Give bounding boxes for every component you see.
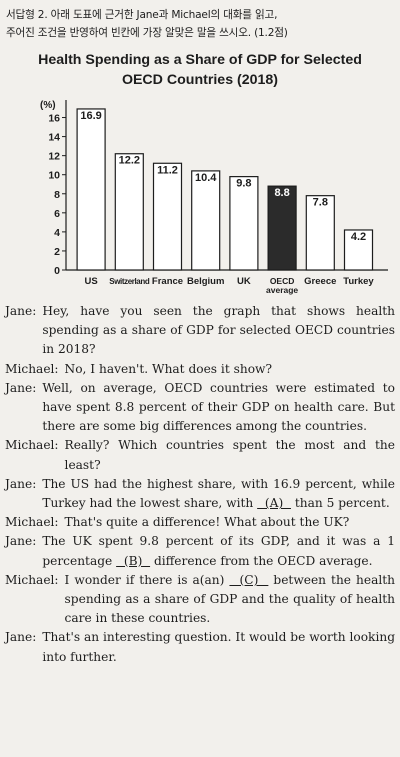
y-tick-label: 6 xyxy=(54,208,60,220)
dialogue-turn: Jane: Well, on average, OECD countries we… xyxy=(5,379,395,437)
speech-text: Really? Which countries spent the most a… xyxy=(65,436,395,474)
bar-switzerland xyxy=(114,153,144,271)
chart-title: Health Spending as a Share of GDP for Se… xyxy=(0,50,400,90)
answer-blank: (B) xyxy=(116,553,151,568)
x-tick-label: UK xyxy=(237,276,251,287)
data-label: 12.2 xyxy=(119,155,140,167)
x-tick-label: Greece xyxy=(304,276,336,287)
y-tick-label: 0 xyxy=(54,265,60,277)
answer-blank: (A) xyxy=(257,496,291,511)
speaker-name: Jane: xyxy=(5,534,37,549)
answer-blank: (C) xyxy=(229,572,269,587)
speech-text-part: The UK spent 9.8 percent of its GDP, and… xyxy=(42,534,395,568)
speech-text-part: That's an interesting question. It would… xyxy=(42,630,395,664)
dialogue-turn: Jane: Hey, have you seen the graph that s… xyxy=(5,302,395,360)
bar-chart: (%) 0 2 4 6 8 10 12 14 16 16.9 US 12.2 Switzerland 11.… xyxy=(40,100,388,295)
x-tick-label: Turkey xyxy=(343,276,374,287)
speech-text-part: Well, on average, OECD countries were es… xyxy=(42,380,395,434)
y-axis-label: (%) xyxy=(40,100,56,111)
speech-text: That's an interesting question. It would… xyxy=(42,628,395,666)
bar-belgium xyxy=(191,170,221,271)
instruction-line-2: 주어진 조건을 반영하여 빈칸에 가장 알맞은 말을 쓰시오. (1.2점) xyxy=(6,27,288,39)
data-label: 7.8 xyxy=(313,197,328,209)
speaker-name: Michael: xyxy=(5,361,59,376)
bar-us xyxy=(76,108,106,271)
speech-text-part: The US had the highest share, with 16.9 … xyxy=(42,476,395,511)
speech-text: That's quite a difference! What about th… xyxy=(65,513,395,532)
dialogue-turn: Michael: Really? Which countries spent th… xyxy=(5,436,395,474)
speech-text-part: I wonder if there is a(an) xyxy=(64,572,225,587)
speaker-name: Jane: xyxy=(5,630,37,645)
x-tick-label: France xyxy=(152,276,183,287)
speaker-name: Michael: xyxy=(5,515,59,530)
x-tick-label: average xyxy=(266,285,298,295)
speech-text-part: No, I haven't. What does it show? xyxy=(64,361,273,376)
dialogue-turn: Jane: The UK spent 9.8 percent of its GDP… xyxy=(5,532,395,570)
speech-text: Well, on average, OECD countries were es… xyxy=(42,379,395,437)
x-tick-label: Belgium xyxy=(187,276,224,287)
data-label: 4.2 xyxy=(351,231,366,243)
speaker-name: Michael: xyxy=(5,572,59,587)
speech-text-part: Really? Which countries spent the most a… xyxy=(64,438,395,472)
dialogue-turn: Michael: No, I haven't. What does it show… xyxy=(5,360,395,379)
question-instruction: 서답형 2. 아래 도표에 근거한 Jane과 Michael의 대화를 읽고,… xyxy=(6,6,396,42)
bar-uk xyxy=(229,176,259,271)
y-tick-label: 16 xyxy=(48,113,60,125)
x-tick-label: OECD xyxy=(270,276,295,286)
bar-greece xyxy=(305,195,335,271)
speech-text-part: Hey, have you seen the graph that shows … xyxy=(42,304,395,357)
data-label: 11.2 xyxy=(157,164,178,176)
dialogue-turn: Michael: That's quite a difference! What … xyxy=(5,513,395,532)
y-tick-label: 8 xyxy=(54,189,60,201)
speaker-name: Jane: xyxy=(5,304,37,318)
instruction-line-1: 서답형 2. 아래 도표에 근거한 Jane과 Michael의 대화를 읽고, xyxy=(6,9,278,21)
data-label: 9.8 xyxy=(236,178,251,190)
speech-text: I wonder if there is a(an) (C) between t… xyxy=(65,571,395,629)
dialogue: Jane: Hey, have you seen the graph that s… xyxy=(5,302,395,667)
y-tick-label: 4 xyxy=(54,227,60,239)
y-tick-label: 14 xyxy=(48,132,60,144)
x-tick-label: Switzerland xyxy=(109,277,150,286)
speech-text: No, I haven't. What does it show? xyxy=(65,360,395,379)
data-label: 8.8 xyxy=(274,187,289,199)
speaker-name: Jane: xyxy=(5,380,37,395)
bar-turkey xyxy=(343,229,374,271)
speech-text: The UK spent 9.8 percent of its GDP, and… xyxy=(42,532,395,570)
dialogue-turn: Michael: I wonder if there is a(an) (C) b… xyxy=(5,571,395,629)
x-tick-label: US xyxy=(84,276,97,287)
chart-title-line-2: OECD Countries (2018) xyxy=(121,72,279,88)
bar-oecd-average xyxy=(267,185,297,271)
speech-text-after: between the health spending as a share o… xyxy=(64,572,396,626)
speaker-name: Michael: xyxy=(5,438,59,453)
y-tick-label: 2 xyxy=(54,246,60,258)
y-tick-label: 12 xyxy=(48,151,60,163)
data-label: 16.9 xyxy=(80,110,101,122)
chart-title-line-1: Health Spending as a Share of GDP for Se… xyxy=(38,52,362,68)
speech-text-after: than 5 percent. xyxy=(294,496,390,511)
data-label: 10.4 xyxy=(195,172,217,184)
speech-text: Hey, have you seen the graph that shows … xyxy=(42,302,395,360)
speech-text-after: difference from the OECD average. xyxy=(153,553,373,568)
dialogue-turn: Jane: That's an interesting question. It … xyxy=(5,628,395,666)
speech-text-part: That's quite a difference! What about th… xyxy=(64,515,350,530)
bar-france xyxy=(152,162,183,271)
speaker-name: Jane: xyxy=(5,476,37,491)
speech-text: The US had the highest share, with 16.9 … xyxy=(42,475,395,513)
dialogue-turn: Jane: The US had the highest share, with … xyxy=(5,475,395,513)
y-tick-label: 10 xyxy=(48,170,60,182)
